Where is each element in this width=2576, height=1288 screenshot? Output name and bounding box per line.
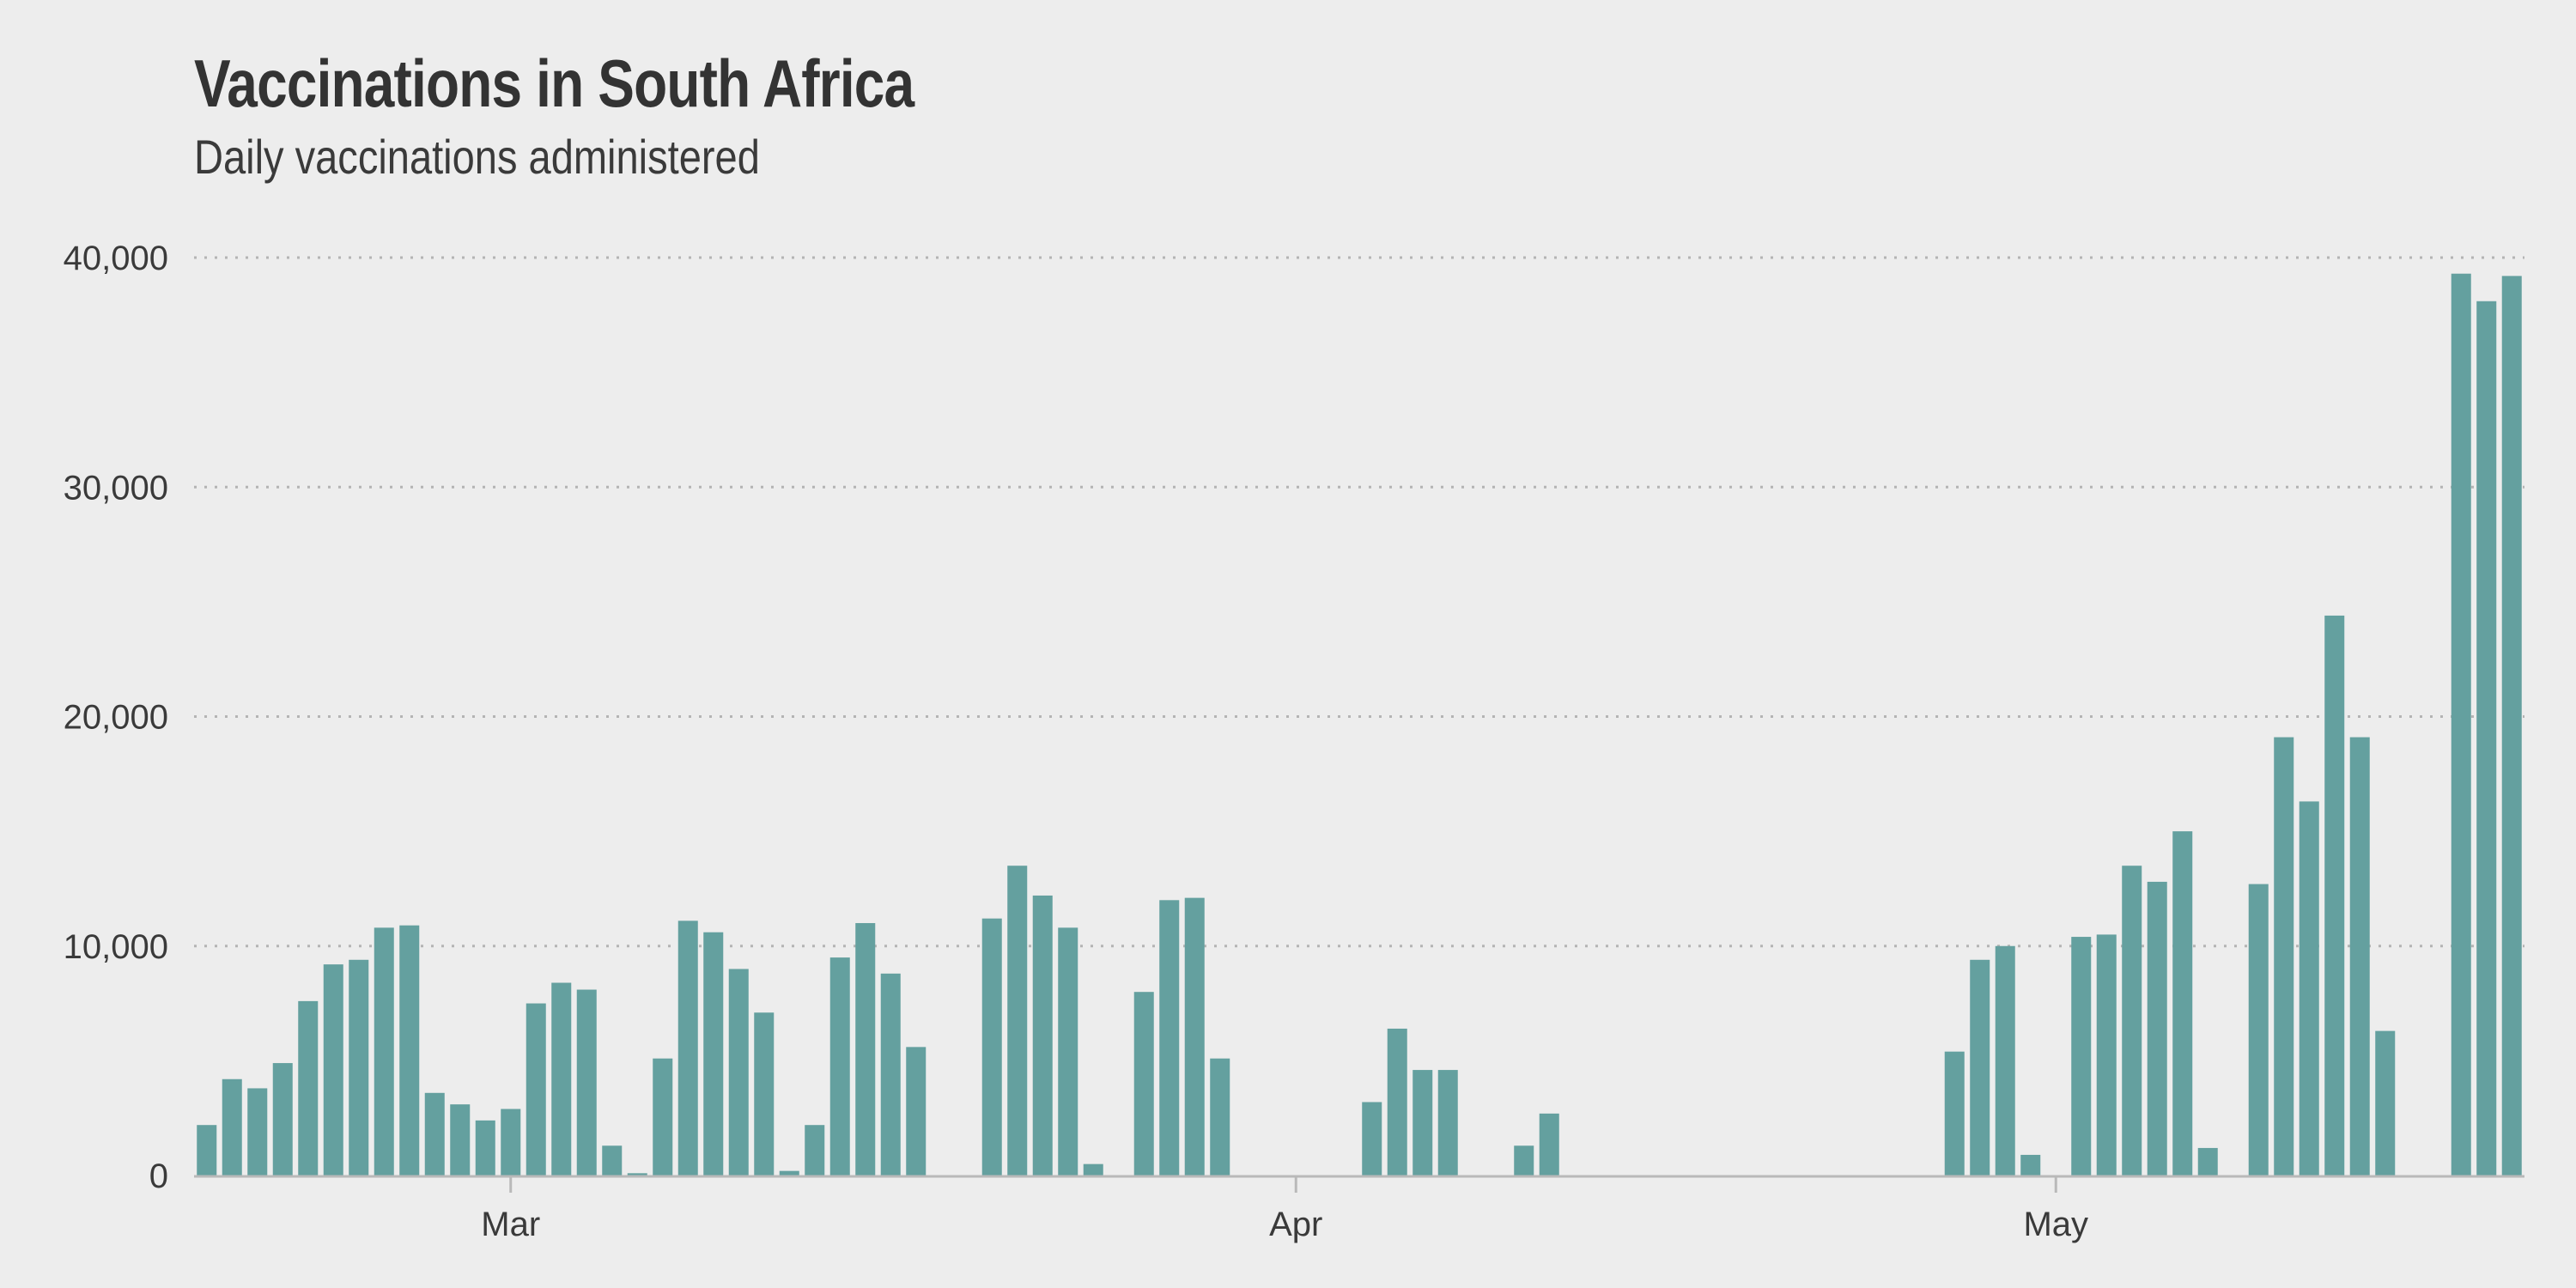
bar [779,1170,799,1176]
bar [1387,1028,1407,1176]
bar [754,1012,775,1176]
bar [1007,866,1028,1176]
bar [551,982,572,1176]
bar [906,1047,927,1176]
bar [728,969,749,1176]
bar [272,1063,293,1176]
bar [677,920,698,1176]
bar [298,1000,319,1176]
bar [2299,801,2319,1176]
bars [197,273,2522,1176]
gridlines [194,256,2524,948]
x-tick-label: Mar [481,1206,540,1243]
bar [2349,737,2370,1176]
bar [1970,959,1990,1176]
bar [1514,1145,1534,1176]
bar [526,1003,546,1176]
bar [2122,866,2142,1176]
x-tick-label: Apr [1269,1206,1322,1243]
bar [2197,1147,2218,1176]
bar [2375,1030,2396,1176]
bar [1133,992,1154,1176]
bar [2476,301,2497,1176]
bar [450,1104,471,1176]
bar [475,1120,495,1176]
bar [1539,1113,1559,1176]
bar [1210,1058,1230,1176]
bar [349,959,369,1176]
y-tick-label: 40,000 [64,240,168,277]
y-tick-label: 30,000 [64,469,168,507]
bar [501,1109,521,1176]
bar [1413,1070,1433,1176]
chart-subtitle: Daily vaccinations administered [194,130,760,184]
bar [2020,1154,2041,1176]
bar [627,1173,647,1176]
bar [323,964,343,1176]
bar [374,927,394,1176]
bar [2274,737,2294,1176]
bar [2096,934,2117,1176]
bar [653,1058,673,1176]
bar [1944,1051,1965,1176]
bar [2501,276,2522,1176]
bar [805,1125,825,1176]
bar [399,925,420,1176]
bar [1159,900,1180,1176]
x-tick-label: May [2023,1206,2088,1243]
bar [2248,884,2269,1176]
chart-title: Vaccinations in South Africa [194,46,914,121]
bar [1058,927,1078,1176]
bar [829,957,850,1176]
bar [2071,937,2092,1176]
y-tick-label: 10,000 [64,928,168,966]
bar [2324,615,2345,1176]
bar [981,918,1002,1176]
bar [1083,1163,1103,1176]
bar [602,1145,623,1176]
y-tick-label: 0 [149,1157,168,1195]
bar [2147,881,2167,1176]
bar [703,932,724,1176]
bar [880,973,901,1176]
axes [194,1175,2524,1193]
bar [1362,1102,1382,1176]
bar [2451,273,2471,1176]
bar [197,1125,217,1176]
bar [1995,945,2015,1176]
bar [576,989,597,1176]
bar [1437,1070,1458,1176]
bar [424,1092,445,1176]
tick-labels: 0 10,000 20,000 30,000 40,000 Mar Apr May [64,240,2088,1243]
bar [1184,897,1205,1176]
bar [222,1078,242,1176]
y-tick-label: 20,000 [64,699,168,737]
bar [247,1088,268,1176]
bar [1032,895,1053,1176]
bar [2172,831,2193,1176]
bar [855,923,876,1176]
